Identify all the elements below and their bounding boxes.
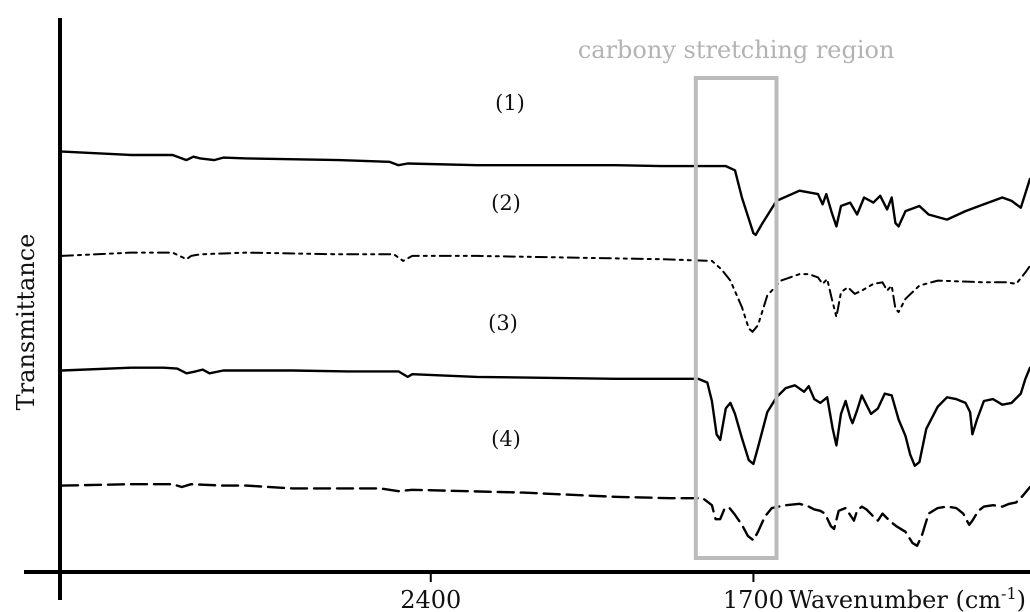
spectra-layer (60, 150, 1030, 547)
series-label-1: (1) (495, 91, 525, 115)
series-labels: (1) (2) (3) (4) (488, 91, 525, 451)
series-label-3: (3) (488, 311, 518, 335)
x-axis-label-superscript: -1 (1001, 584, 1017, 603)
x-axis-label-close: ) (1017, 586, 1026, 612)
series-label-4: (4) (491, 427, 521, 451)
carbonyl-region-label: carbony stretching region (578, 36, 895, 64)
x-tick-labels: 2400 1700 (400, 572, 784, 612)
x-axis-label: Wavenumber (cm-1) (788, 584, 1026, 612)
y-axis-label: Transmittance (12, 234, 40, 411)
x-axis-label-main: Wavenumber (cm (788, 586, 1001, 612)
spectrum-line-4 (60, 483, 1030, 547)
x-tick-label-2400: 2400 (400, 586, 461, 612)
carbonyl-region-box (693, 76, 779, 560)
series-label-2: (2) (491, 191, 521, 215)
spectrum-line-3 (60, 366, 1030, 467)
x-tick-label-1700: 1700 (723, 586, 784, 612)
spectrum-line-1 (60, 150, 1030, 237)
